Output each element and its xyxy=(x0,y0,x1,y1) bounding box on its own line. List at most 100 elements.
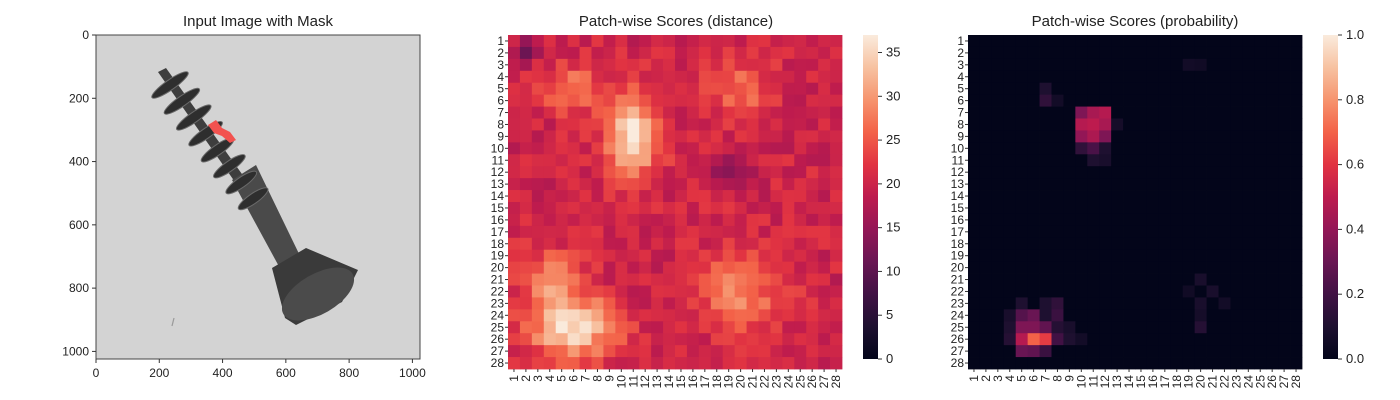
heatmap-cell xyxy=(603,345,616,358)
heatmap-cell xyxy=(722,94,736,107)
heatmap-cell xyxy=(1051,357,1064,370)
heatmap-cell xyxy=(1242,345,1255,358)
heatmap-cell xyxy=(1111,261,1124,274)
x-tick-label: 2 xyxy=(979,375,993,382)
heatmap-cell xyxy=(1099,142,1112,155)
y-tick-label: 25 xyxy=(951,320,965,334)
heatmap-cell xyxy=(1075,225,1088,239)
heatmap-cell xyxy=(639,309,652,322)
heatmap-cell xyxy=(1290,285,1303,298)
heatmap-cell xyxy=(531,357,545,370)
heatmap-cell xyxy=(991,321,1005,334)
heatmap-cell xyxy=(615,249,628,263)
heatmap-cell xyxy=(979,94,993,107)
heatmap-cell xyxy=(770,58,783,72)
heatmap-cell xyxy=(991,166,1005,179)
y-tick-label: 800 xyxy=(69,281,89,295)
heatmap-cell xyxy=(770,345,783,358)
heatmap-cell xyxy=(639,70,652,84)
heatmap-cell xyxy=(722,82,736,96)
heatmap-cell xyxy=(746,70,759,84)
heatmap-cell xyxy=(1063,94,1076,107)
heatmap-cell xyxy=(663,70,676,84)
x-tick-label: 20 xyxy=(734,375,748,389)
heatmap-cell xyxy=(806,297,819,310)
heatmap-cell xyxy=(663,178,676,191)
heatmap-cell xyxy=(1003,273,1017,286)
heatmap-cell xyxy=(1266,237,1279,251)
heatmap-cell xyxy=(591,309,604,322)
heatmap-cell xyxy=(555,285,569,298)
x-tick-label: 19 xyxy=(1182,375,1196,389)
heatmap-cell xyxy=(830,225,843,239)
heatmap-cell xyxy=(1015,261,1029,274)
heatmap-cell xyxy=(722,46,736,60)
heatmap-cell xyxy=(603,70,616,84)
heatmap-cell xyxy=(591,130,604,143)
x-tick-label: 8 xyxy=(1050,375,1064,382)
y-tick-label: 8 xyxy=(957,117,964,131)
heatmap-cell xyxy=(794,237,807,251)
heatmap-cell xyxy=(1218,333,1231,346)
heatmap-cell xyxy=(1111,285,1124,298)
heatmap-cell xyxy=(508,309,521,322)
heatmap-cell xyxy=(1218,58,1231,72)
x-tick-label: 22 xyxy=(1217,375,1231,389)
heatmap-cell xyxy=(1230,70,1243,84)
heatmap-cell xyxy=(968,249,981,263)
heatmap-cell xyxy=(979,213,993,227)
heatmap-cell xyxy=(1278,285,1291,298)
heatmap-cell xyxy=(1230,178,1243,191)
heatmap-cell xyxy=(1075,70,1088,84)
heatmap-cell xyxy=(782,166,795,179)
heatmap-cell xyxy=(651,202,664,215)
heatmap-cell xyxy=(698,82,712,96)
heatmap-cell xyxy=(1015,285,1029,298)
heatmap-cell xyxy=(1254,118,1267,131)
heatmap-cell xyxy=(1135,82,1148,96)
heatmap-cell xyxy=(830,345,843,358)
heatmap-cell xyxy=(531,130,545,143)
heatmap-cell xyxy=(1099,225,1112,239)
heatmap-cell xyxy=(1290,345,1303,358)
heatmap-cell xyxy=(543,213,557,227)
heatmap-cell xyxy=(1242,273,1255,286)
heatmap-cell xyxy=(1278,58,1291,72)
heatmap-cell xyxy=(818,130,831,143)
heatmap-cell xyxy=(806,58,819,72)
heatmap-cell xyxy=(1075,309,1088,322)
heatmap-cell xyxy=(686,190,700,203)
heatmap-cell xyxy=(1099,82,1112,96)
heatmap-cell xyxy=(1278,190,1291,203)
y-tick-label: 22 xyxy=(951,284,965,298)
heatmap-cell xyxy=(746,225,759,239)
heatmap-cell xyxy=(639,321,652,334)
heatmap-cell xyxy=(579,166,592,179)
heatmap-cell xyxy=(1230,261,1243,274)
heatmap-cell xyxy=(1099,309,1112,322)
heatmap-cell xyxy=(1194,273,1207,286)
heatmap-cell xyxy=(508,70,521,84)
heatmap-cell xyxy=(1087,70,1100,84)
heatmap-cell xyxy=(675,178,688,191)
x-tick-label: 0 xyxy=(93,366,100,380)
heatmap-cell xyxy=(1218,309,1231,322)
heatmap-cell xyxy=(1123,142,1136,155)
heatmap-cell xyxy=(615,94,628,107)
heatmap-cell xyxy=(979,225,993,239)
probability-heatmap-ticks: 1234567891011121314151617181920212223242… xyxy=(951,34,1303,388)
heatmap-cell xyxy=(603,154,616,167)
heatmap-cell xyxy=(1135,178,1148,191)
heatmap-cell xyxy=(686,82,700,96)
heatmap-cell xyxy=(1290,190,1303,203)
x-tick-label: 10 xyxy=(614,375,628,389)
heatmap-cell xyxy=(1146,58,1160,72)
heatmap-cell xyxy=(1063,237,1076,251)
x-tick-label: 200 xyxy=(149,366,169,380)
heatmap-cell xyxy=(555,249,569,263)
heatmap-cell xyxy=(734,273,747,286)
heatmap-cell xyxy=(1230,166,1243,179)
heatmap-cell xyxy=(1135,273,1148,286)
heatmap-cell xyxy=(651,35,664,48)
heatmap-cell xyxy=(508,237,521,251)
